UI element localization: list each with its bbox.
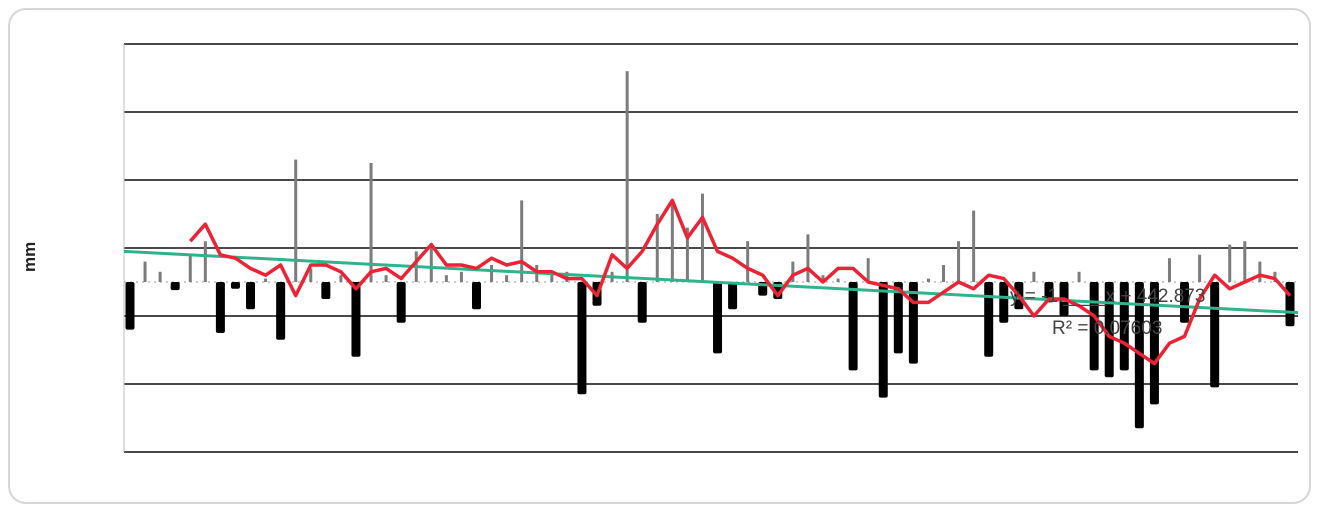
moving-average-group: [188, 198, 1292, 366]
bar-71: [1198, 254, 1202, 282]
bar-39: [713, 282, 723, 354]
bar-36: [670, 200, 674, 282]
bar-22: [459, 271, 463, 282]
bar-4: [188, 254, 192, 282]
bar-54: [942, 265, 946, 282]
bar-44: [791, 261, 795, 282]
bar-13: [321, 282, 331, 299]
bar-15: [351, 282, 361, 357]
bar-69: [1167, 258, 1171, 282]
moving-average-line: [188, 198, 1292, 366]
bar-49: [866, 258, 870, 282]
bar-77: [1285, 282, 1295, 327]
bar-57: [984, 282, 994, 357]
bar-58: [999, 282, 1009, 323]
bar-25: [505, 275, 509, 282]
bar-2: [158, 271, 162, 282]
bar-20: [429, 248, 433, 282]
bar-56: [972, 210, 976, 282]
bar-7: [230, 282, 240, 289]
bar-28: [550, 271, 554, 282]
bar-14: [339, 275, 343, 282]
bar-55: [957, 241, 961, 282]
bar-26: [520, 200, 524, 282]
bar-48: [848, 282, 858, 371]
bar-34: [637, 282, 647, 323]
trendline-group: [123, 249, 1299, 315]
bar-74: [1243, 241, 1247, 282]
bar-6: [215, 282, 225, 333]
bar-72: [1210, 282, 1220, 388]
bar-51: [893, 282, 903, 354]
bar-53: [926, 278, 930, 282]
bar-30: [577, 282, 587, 395]
bar-3: [170, 282, 180, 291]
bar-40: [728, 282, 738, 310]
equation-box: y = -1.____x + 442.873 R² = 0.07603: [1010, 286, 1205, 339]
bar-33: [625, 71, 629, 282]
bar-64: [1089, 282, 1099, 371]
bar-63: [1077, 271, 1081, 282]
bar-5: [203, 241, 207, 282]
r-squared-label: R² = 0.07603: [1052, 318, 1162, 339]
bar-23: [471, 282, 481, 310]
trendline: [123, 249, 1299, 315]
bar-35: [655, 214, 659, 282]
bar-52: [908, 282, 918, 364]
bar-8: [246, 282, 256, 310]
bar-46: [821, 275, 825, 282]
bar-45: [806, 234, 810, 282]
gridlines: [123, 43, 1298, 453]
bar-11: [294, 159, 298, 282]
bar-9: [264, 278, 268, 282]
bar-12: [309, 268, 313, 282]
bar-37: [685, 227, 689, 282]
bar-0: [125, 282, 135, 330]
bar-47: [836, 278, 840, 282]
bar-70: [1180, 282, 1190, 323]
bar-41: [746, 241, 750, 282]
bar-10: [276, 282, 286, 340]
bar-65: [1104, 282, 1114, 378]
bar-16: [369, 163, 373, 282]
bars: [125, 71, 1295, 429]
bar-21: [444, 275, 448, 282]
bar-73: [1228, 244, 1232, 282]
bar-38: [700, 193, 704, 282]
bar-75: [1258, 261, 1262, 282]
bar-60: [1032, 271, 1036, 282]
bar-1: [143, 261, 147, 282]
bar-18: [396, 282, 406, 323]
trend-equation: y = -1.____x + 442.873: [1010, 286, 1205, 307]
bar-17: [384, 275, 388, 282]
bar-24: [490, 265, 494, 282]
bar-50: [878, 282, 888, 398]
bar-68: [1149, 282, 1159, 405]
